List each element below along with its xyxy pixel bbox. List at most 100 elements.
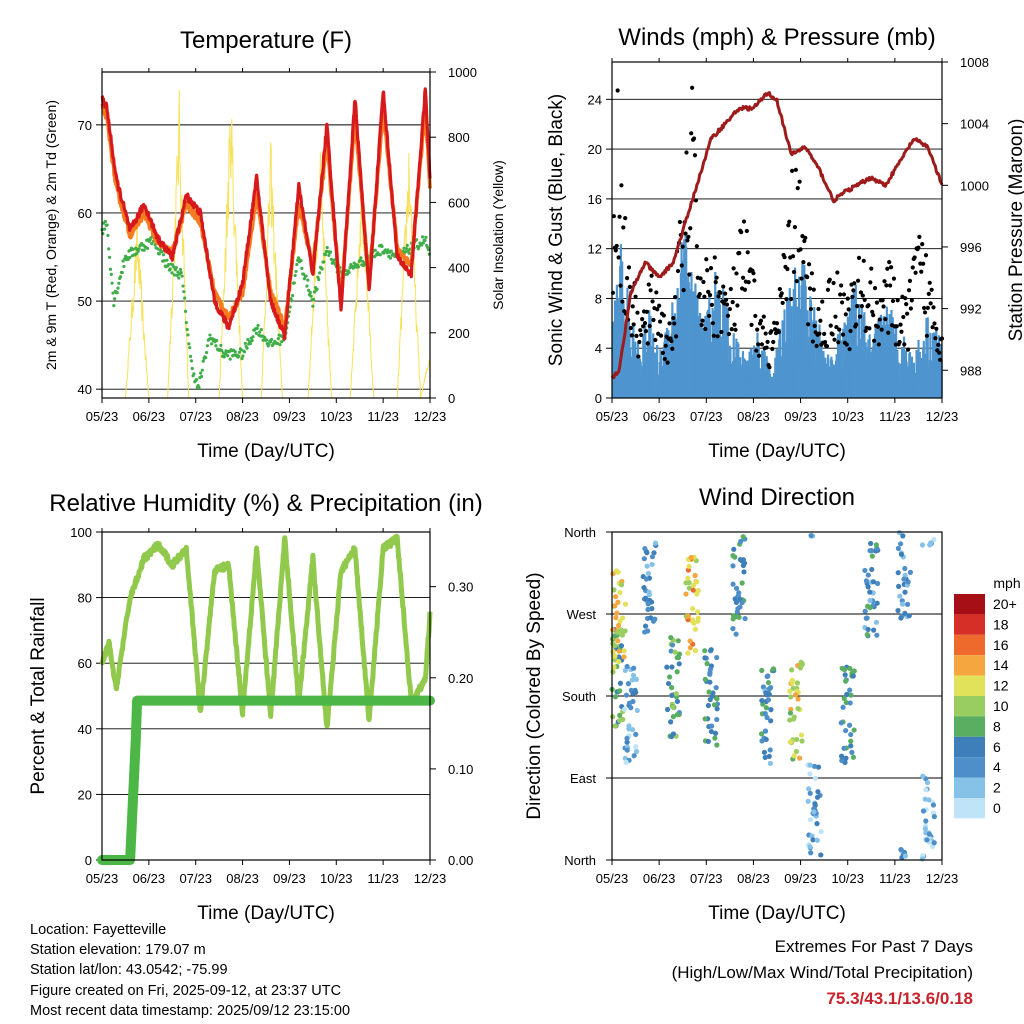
point-wind-direction	[649, 561, 655, 568]
point-gust	[828, 323, 833, 328]
point-wind-direction	[610, 627, 616, 633]
point-dewpoint	[251, 335, 255, 339]
point-wind-direction	[691, 582, 697, 588]
point-wind-direction	[847, 700, 853, 706]
point-wind-direction	[765, 679, 772, 686]
point-dewpoint	[278, 342, 282, 347]
x-tick-label: 09/23	[273, 871, 306, 886]
point-gust	[673, 295, 678, 300]
point-wind-direction	[622, 628, 628, 634]
point-dewpoint	[323, 253, 328, 257]
point-gust	[764, 345, 769, 350]
point-dewpoint	[423, 238, 427, 243]
point-wind-direction	[807, 844, 813, 850]
x-axis-label: Time (Day/UTC)	[708, 903, 846, 924]
point-gust	[669, 338, 674, 344]
point-wind-direction	[850, 673, 856, 679]
point-gust	[802, 238, 807, 244]
point-wind-direction	[616, 648, 622, 654]
point-gust	[790, 254, 796, 259]
y-tick-label: South	[562, 689, 596, 704]
point-gust	[897, 339, 902, 345]
point-wind-direction	[931, 537, 937, 543]
point-gust	[843, 312, 848, 317]
panel-title: Relative Humidity (%) & Precipitation (i…	[49, 490, 482, 517]
point-wind-direction	[841, 695, 847, 702]
point-dewpoint	[177, 276, 181, 280]
point-gust	[861, 258, 866, 263]
point-dewpoint	[269, 337, 274, 342]
location-text: Location: Fayetteville	[30, 922, 167, 938]
point-gust	[683, 231, 688, 236]
point-wind-direction	[796, 755, 803, 761]
legend-swatch	[954, 696, 985, 717]
point-dewpoint	[264, 338, 269, 342]
point-gust	[908, 306, 913, 311]
point-gust	[684, 150, 689, 155]
point-gust	[936, 342, 941, 347]
x-tick-label: 05/23	[596, 409, 629, 424]
point-gust	[809, 271, 814, 276]
point-wind-direction	[787, 739, 793, 745]
point-wind-direction	[612, 603, 618, 609]
point-wind-direction	[686, 563, 692, 569]
legend-swatch	[954, 777, 985, 798]
point-wind-direction	[631, 665, 637, 671]
point-wind-direction	[615, 599, 621, 605]
point-gust	[637, 339, 642, 345]
point-wind-direction	[873, 542, 879, 548]
point-wind-direction	[690, 606, 696, 612]
y-tick-label: 0	[85, 853, 92, 868]
point-wind-direction	[931, 840, 937, 846]
point-wind-direction	[868, 548, 875, 554]
point-gust	[761, 314, 766, 319]
point-dewpoint	[347, 270, 351, 275]
point-wind-direction	[838, 753, 845, 759]
point-wind-direction	[843, 678, 849, 684]
point-gust	[934, 326, 939, 331]
point-gust	[780, 300, 785, 306]
point-wind-direction	[676, 661, 682, 667]
point-gust	[870, 309, 875, 314]
point-dewpoint	[317, 277, 321, 282]
point-gust	[749, 322, 754, 327]
point-dewpoint	[170, 271, 174, 275]
point-gust	[818, 318, 823, 323]
point-gust	[844, 342, 849, 347]
extremes-heading: Extremes For Past 7 Days	[774, 937, 973, 956]
point-dewpoint	[320, 267, 324, 271]
point-gust	[763, 331, 768, 336]
point-wind-direction	[714, 654, 720, 661]
point-wind-direction	[865, 584, 871, 590]
point-gust	[846, 307, 851, 312]
point-gust	[731, 266, 736, 271]
point-wind-direction	[869, 553, 875, 559]
point-gust	[745, 250, 750, 255]
point-gust	[824, 344, 830, 349]
point-wind-direction	[931, 814, 937, 820]
point-gust	[754, 348, 759, 353]
point-gust	[938, 357, 943, 362]
point-dewpoint	[117, 281, 121, 285]
point-gust	[774, 321, 780, 326]
x-tick-label: 12/23	[414, 871, 447, 886]
y-tick-label: 0	[595, 391, 602, 406]
point-wind-direction	[683, 591, 689, 597]
point-wind-direction	[610, 648, 616, 654]
point-gust	[660, 350, 666, 355]
point-gust	[744, 228, 749, 234]
point-wind-direction	[850, 754, 857, 760]
point-wind-direction	[847, 665, 853, 672]
point-wind-direction	[768, 718, 774, 724]
point-gust	[860, 293, 865, 298]
point-gust	[725, 313, 731, 318]
point-dewpoint	[239, 348, 243, 352]
point-gust	[839, 283, 844, 288]
point-wind-direction	[664, 664, 670, 670]
point-wind-direction	[633, 744, 639, 750]
y2-tick-label: 988	[960, 363, 982, 378]
point-dewpoint	[237, 354, 241, 358]
point-wind-direction	[626, 723, 632, 729]
point-wind-direction	[793, 692, 799, 698]
point-gust	[692, 153, 698, 158]
